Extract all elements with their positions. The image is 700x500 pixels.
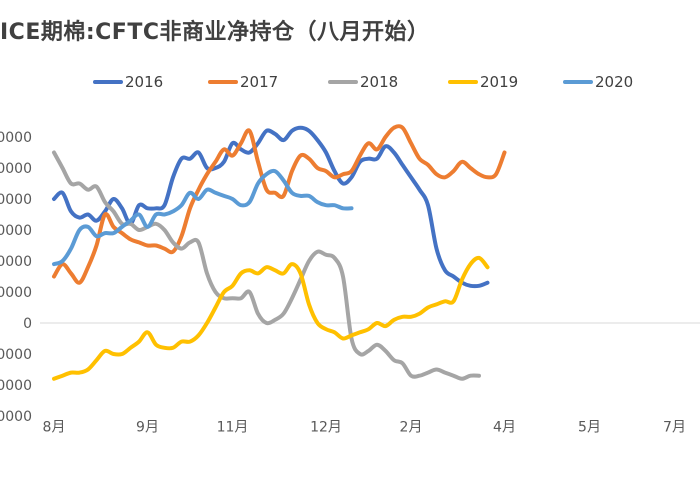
series-line-2020	[52, 168, 354, 267]
x-tick-label: 5月	[578, 420, 601, 436]
legend-label-2018: 2018	[360, 73, 398, 91]
legend: 2016 2017 2018 2019 2020	[93, 73, 633, 91]
legend-label-2020: 2020	[595, 73, 633, 91]
series-line-2017	[52, 124, 507, 285]
x-tick-label: 2月	[400, 420, 423, 436]
y-tick-label: -30000	[0, 409, 32, 425]
y-tick-label: 0	[23, 316, 32, 332]
series-line-2019	[52, 255, 490, 381]
y-tick-label: 30000	[0, 223, 32, 239]
x-tick-label: 8月	[43, 420, 66, 436]
chart-title: ICE期棉:CFTC非商业净持仓（八月开始）	[0, 20, 430, 45]
x-tick-label: 12月	[310, 420, 342, 436]
legend-label-2016: 2016	[125, 73, 163, 91]
legend-label-2017: 2017	[240, 73, 278, 91]
series-line-2016	[52, 125, 490, 289]
y-tick-label: 50000	[0, 161, 32, 177]
x-tick-label: 7月	[663, 420, 686, 436]
y-tick-label: 10000	[0, 285, 32, 301]
x-tick-label: 9月	[136, 420, 159, 436]
x-tick-label: 11月	[217, 420, 249, 436]
plot-area	[52, 124, 507, 381]
y-tick-label: -10000	[0, 347, 32, 363]
x-tick-label: 4月	[493, 420, 516, 436]
x-axis: 8月 9月 11月 12月 2月 4月 5月 7月	[40, 322, 700, 436]
legend-label-2019: 2019	[480, 73, 518, 91]
y-tick-label: 40000	[0, 192, 32, 208]
y-tick-label: 60000	[0, 130, 32, 146]
